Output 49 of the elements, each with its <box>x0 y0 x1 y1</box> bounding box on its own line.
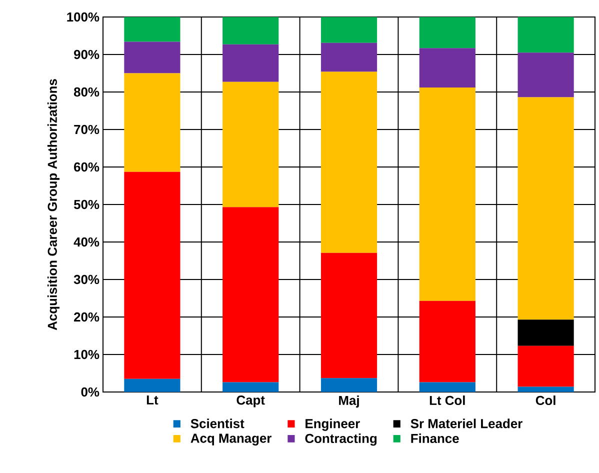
x-tick-label: Maj <box>339 396 359 408</box>
bar <box>518 97 574 320</box>
y-tick-label: 60% <box>74 162 100 172</box>
y-tick-label: 100% <box>67 12 100 22</box>
y-axis-title: Acquisition Career Group Authorizations <box>47 79 60 330</box>
y-tick-label: 20% <box>74 312 100 322</box>
bar <box>320 16 378 43</box>
bar <box>320 252 378 378</box>
bar <box>518 386 574 392</box>
x-tick-label: Lt <box>146 396 158 405</box>
bar <box>419 16 476 48</box>
bar <box>518 320 574 346</box>
legend-label: Finance <box>411 434 459 444</box>
bar <box>222 82 279 208</box>
bar <box>124 16 180 42</box>
y-tick-label: 80% <box>74 87 100 97</box>
bar <box>419 87 476 301</box>
bar <box>419 300 476 382</box>
bar <box>518 52 574 98</box>
x-tick-label: Col <box>536 396 556 406</box>
y-tick-label: 90% <box>74 50 100 60</box>
bar <box>518 16 574 53</box>
bar <box>124 73 180 172</box>
y-tick-label: 30% <box>74 274 100 284</box>
y-tick-label: 40% <box>74 237 100 247</box>
bar <box>124 42 180 74</box>
bar <box>518 346 574 387</box>
bar <box>222 207 279 382</box>
bar <box>222 44 279 82</box>
x-tick-label: Lt Col <box>430 396 465 406</box>
bar <box>320 72 378 253</box>
bar <box>222 16 279 44</box>
legend-label: Sr Materiel Leader <box>410 418 522 428</box>
y-tick-label: 0% <box>81 387 100 397</box>
legend-label: Engineer <box>306 418 360 431</box>
bar <box>320 378 378 392</box>
y-tick-label: 50% <box>74 200 100 210</box>
bar <box>124 378 180 392</box>
bar <box>320 42 378 72</box>
y-tick-label: 10% <box>74 350 100 360</box>
bar <box>124 172 180 379</box>
y-tick-label: 70% <box>74 124 100 134</box>
legend-label: Scientist <box>190 418 244 428</box>
bar <box>222 382 279 392</box>
legend-label: Acq Manager <box>190 434 272 446</box>
legend-label: Contracting <box>305 434 377 446</box>
bar <box>419 48 476 88</box>
bar <box>419 382 476 392</box>
x-tick-label: Capt <box>236 396 265 408</box>
